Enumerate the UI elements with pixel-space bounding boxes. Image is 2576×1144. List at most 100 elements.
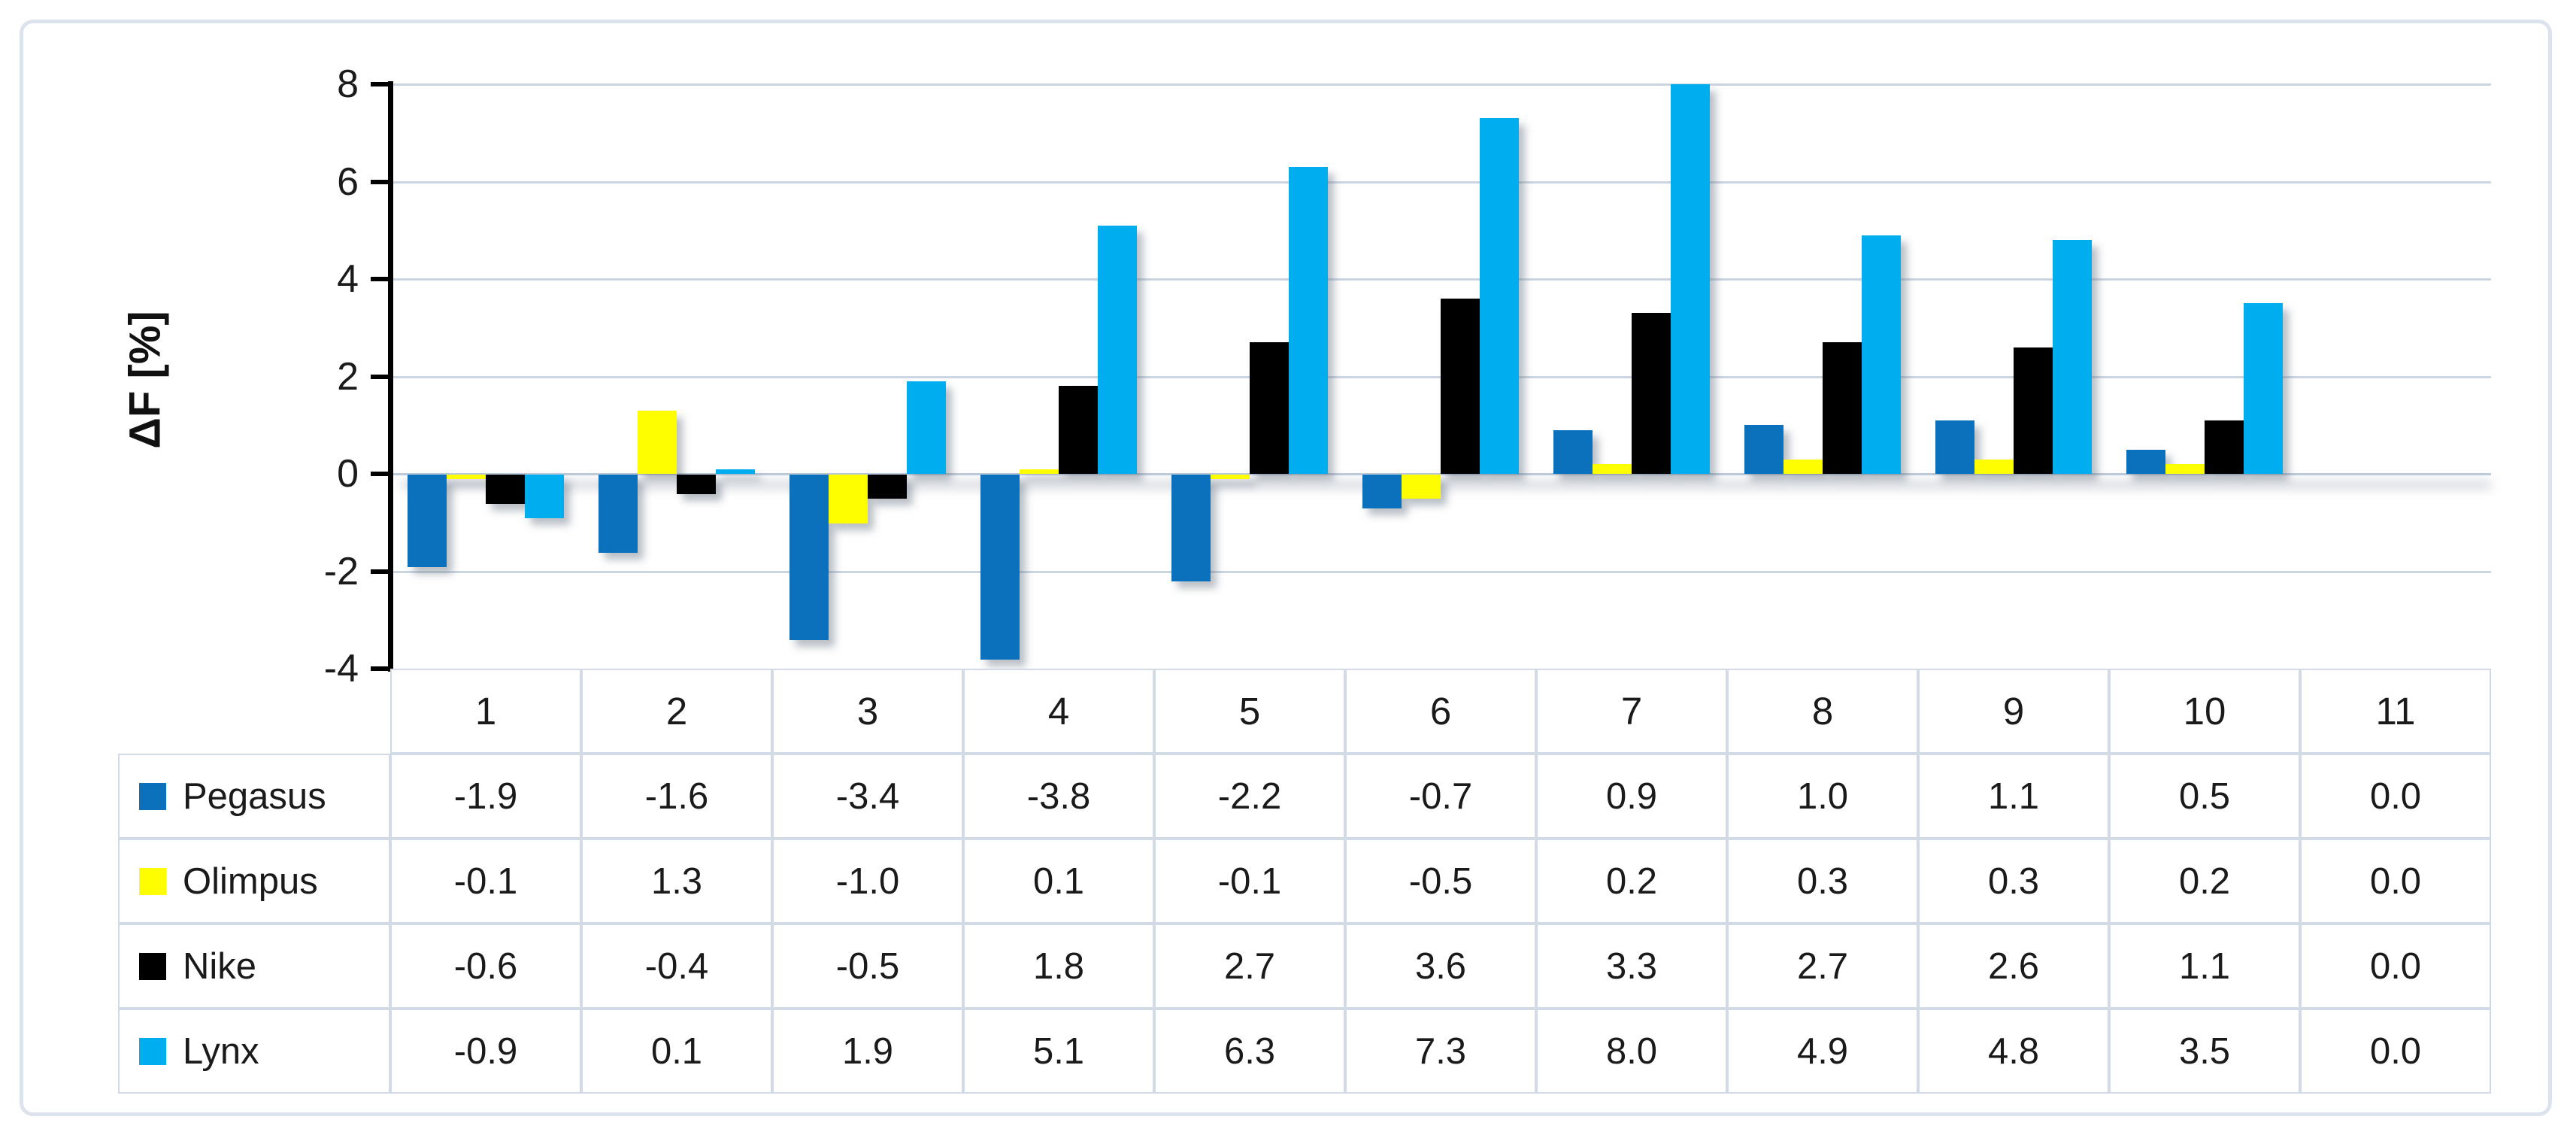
table-value-olimpus-cat8: 0.3 [1727, 839, 1918, 924]
y-tick-8 [371, 82, 390, 86]
table-header-cat3: 3 [772, 669, 963, 754]
bar-olimpus-cat4 [1020, 469, 1059, 474]
gridline-y0 [390, 473, 2491, 475]
bar-nike-cat8 [1823, 342, 1862, 474]
bar-olimpus-cat10 [2165, 464, 2205, 474]
gridline-y-2 [390, 570, 2491, 573]
table-header-cat5: 5 [1154, 669, 1345, 754]
legend-swatch-pegasus [139, 782, 166, 810]
table-value-pegasus-cat8: 1.0 [1727, 754, 1918, 839]
table-value-lynx-cat3: 1.9 [772, 1009, 963, 1094]
bar-lynx-cat4 [1098, 225, 1137, 474]
bar-nike-cat9 [2014, 347, 2053, 474]
table-header-cat10: 10 [2109, 669, 2300, 754]
table-value-olimpus-cat4: 0.1 [963, 839, 1154, 924]
legend-cell-olimpus: Olimpus [118, 839, 390, 924]
bar-pegasus-cat1 [408, 475, 447, 568]
y-tick-label--4: -4 [323, 647, 359, 690]
table-value-olimpus-cat10: 0.2 [2109, 839, 2300, 924]
table-header-cat11: 11 [2300, 669, 2491, 754]
gridline-y4 [390, 278, 2491, 281]
bar-lynx-cat6 [1480, 118, 1519, 474]
y-tick-label-8: 8 [337, 62, 359, 106]
bar-olimpus-cat5 [1211, 475, 1250, 480]
table-value-pegasus-cat3: -3.4 [772, 754, 963, 839]
bar-lynx-cat2 [716, 469, 755, 474]
bar-pegasus-cat4 [980, 475, 1020, 660]
y-tick-6 [371, 179, 390, 184]
table-value-nike-cat8: 2.7 [1727, 924, 1918, 1009]
table-value-olimpus-cat1: -0.1 [390, 839, 581, 924]
y-tick-0 [371, 472, 390, 476]
bar-pegasus-cat7 [1553, 429, 1593, 474]
table-value-lynx-cat5: 6.3 [1154, 1009, 1345, 1094]
bar-nike-cat6 [1441, 298, 1480, 474]
table-header-cat2: 2 [581, 669, 772, 754]
table-value-pegasus-cat7: 0.9 [1536, 754, 1727, 839]
bar-nike-cat1 [486, 475, 525, 504]
table-value-olimpus-cat9: 0.3 [1918, 839, 2109, 924]
bar-olimpus-cat7 [1593, 464, 1632, 474]
bar-lynx-cat10 [2244, 303, 2283, 474]
legend-cell-lynx: Lynx [118, 1009, 390, 1094]
table-value-olimpus-cat7: 0.2 [1536, 839, 1727, 924]
table-value-nike-cat10: 1.1 [2109, 924, 2300, 1009]
table-value-pegasus-cat11: 0.0 [2300, 754, 2491, 839]
bar-pegasus-cat5 [1171, 475, 1211, 582]
table-value-lynx-cat1: -0.9 [390, 1009, 581, 1094]
table-value-lynx-cat8: 4.9 [1727, 1009, 1918, 1094]
bar-pegasus-cat10 [2126, 449, 2165, 474]
table-value-olimpus-cat3: -1.0 [772, 839, 963, 924]
table-value-olimpus-cat11: 0.0 [2300, 839, 2491, 924]
table-value-nike-cat7: 3.3 [1536, 924, 1727, 1009]
y-axis-title: ΔF [%] [120, 311, 170, 449]
y-tick-label-6: 6 [337, 159, 359, 204]
bar-nike-cat3 [868, 475, 907, 499]
y-tick--4 [371, 666, 390, 671]
table-value-pegasus-cat4: -3.8 [963, 754, 1154, 839]
bar-lynx-cat3 [907, 381, 946, 474]
table-value-nike-cat6: 3.6 [1345, 924, 1536, 1009]
bar-lynx-cat1 [525, 475, 564, 519]
table-value-nike-cat9: 2.6 [1918, 924, 2109, 1009]
table-value-nike-cat3: -0.5 [772, 924, 963, 1009]
table-value-lynx-cat2: 0.1 [581, 1009, 772, 1094]
bar-pegasus-cat2 [599, 475, 638, 553]
legend-label-nike: Nike [183, 945, 257, 987]
zero-line-shadow [401, 481, 2491, 488]
y-tick-label-4: 4 [337, 257, 359, 301]
table-header-cat1: 1 [390, 669, 581, 754]
bar-nike-cat5 [1250, 342, 1289, 474]
y-tick-4 [371, 277, 390, 281]
legend-swatch-lynx [139, 1037, 166, 1065]
bar-olimpus-cat6 [1402, 475, 1441, 499]
table-value-nike-cat4: 1.8 [963, 924, 1154, 1009]
bar-pegasus-cat3 [789, 475, 829, 641]
table-value-lynx-cat4: 5.1 [963, 1009, 1154, 1094]
table-value-olimpus-cat6: -0.5 [1345, 839, 1536, 924]
bar-pegasus-cat8 [1744, 425, 1784, 474]
table-value-lynx-cat11: 0.0 [2300, 1009, 2491, 1094]
legend-cell-nike: Nike [118, 924, 390, 1009]
table-value-pegasus-cat1: -1.9 [390, 754, 581, 839]
bar-lynx-cat5 [1289, 167, 1328, 474]
bar-nike-cat7 [1632, 313, 1671, 474]
table-header-cat9: 9 [1918, 669, 2109, 754]
table-header-cat6: 6 [1345, 669, 1536, 754]
bar-nike-cat2 [677, 475, 716, 494]
legend-label-olimpus: Olimpus [183, 860, 318, 902]
table-value-lynx-cat7: 8.0 [1536, 1009, 1727, 1094]
table-value-olimpus-cat2: 1.3 [581, 839, 772, 924]
y-tick-label-2: 2 [337, 354, 359, 399]
table-value-lynx-cat10: 3.5 [2109, 1009, 2300, 1094]
table-value-olimpus-cat5: -0.1 [1154, 839, 1345, 924]
bar-olimpus-cat2 [638, 410, 677, 474]
bar-olimpus-cat3 [829, 475, 868, 523]
legend-label-lynx: Lynx [183, 1030, 259, 1072]
bar-lynx-cat7 [1671, 84, 1710, 474]
bar-nike-cat4 [1059, 386, 1098, 474]
y-tick-label-0: 0 [337, 452, 359, 496]
bar-pegasus-cat9 [1935, 420, 1974, 474]
table-header-cat4: 4 [963, 669, 1154, 754]
